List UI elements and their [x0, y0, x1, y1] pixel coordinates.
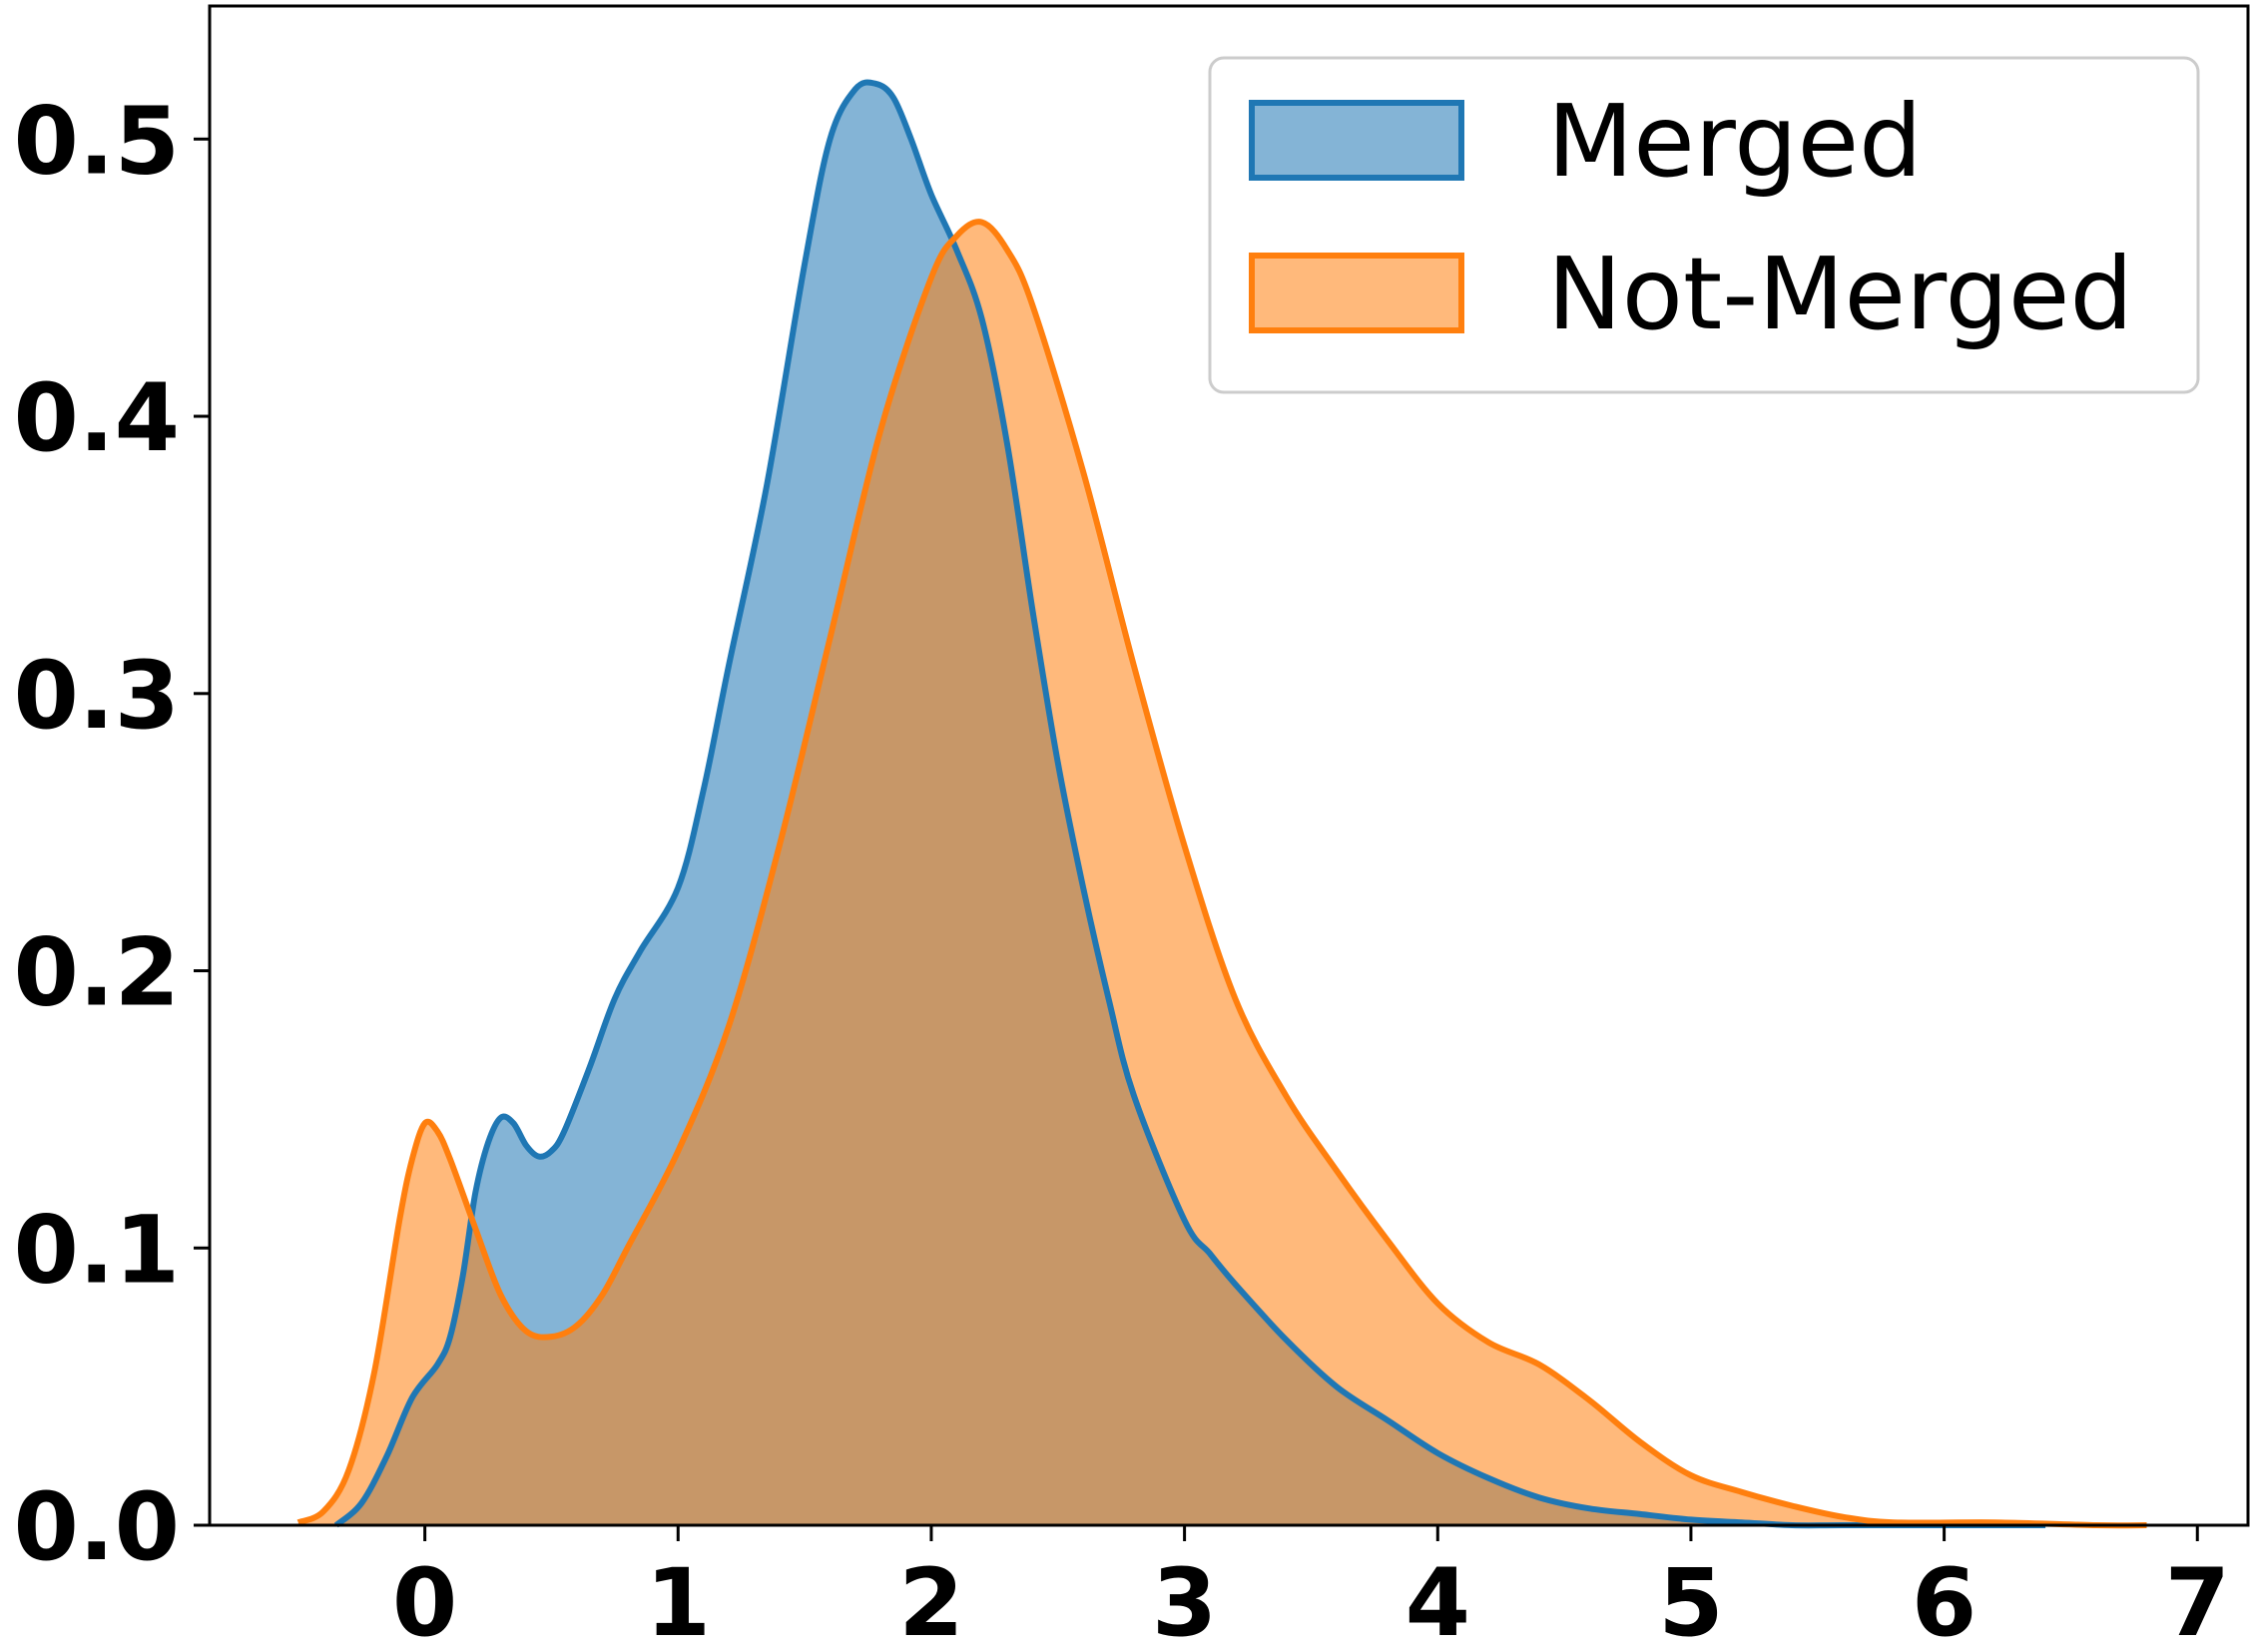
- area-fill-not-merged: [297, 222, 2147, 1526]
- x-tick-label: 5: [1658, 1549, 1723, 1647]
- x-tick-label: 6: [1912, 1549, 1976, 1647]
- plot-frame: [208, 4, 2250, 1527]
- y-tick-label: 0.1: [13, 1196, 180, 1305]
- y-tick-label: 0.3: [13, 642, 180, 751]
- y-tick-label: 0.2: [13, 919, 180, 1028]
- y-tick-label: 0.0: [13, 1473, 180, 1582]
- x-tick-label: 2: [898, 1549, 963, 1647]
- area-fills: [297, 82, 2147, 1526]
- legend: Merged Not-Merged: [1208, 56, 2200, 394]
- legend-swatch-merged: [1249, 100, 1464, 181]
- area-lines: [296, 79, 2147, 1529]
- x-tick-label: 7: [2165, 1549, 2230, 1647]
- x-tick-label: 3: [1152, 1549, 1217, 1647]
- legend-label-merged: Merged: [1547, 83, 1923, 200]
- y-axis: 0.0 0.1 0.2 0.3 0.4 0.5: [13, 87, 210, 1582]
- x-tick-label: 4: [1406, 1549, 1470, 1647]
- density-line-not-merged: [296, 219, 2147, 1529]
- x-tick-label: 1: [646, 1549, 711, 1647]
- legend-swatch-not-merged: [1249, 253, 1464, 333]
- legend-label-not-merged: Not-Merged: [1547, 236, 2133, 352]
- x-tick-label: 0: [392, 1549, 457, 1647]
- density-line-merged: [333, 79, 2046, 1529]
- y-tick-label: 0.5: [13, 87, 180, 196]
- y-tick-label: 0.4: [13, 364, 180, 473]
- x-axis: 0 1 2 3 4 5 6 7: [392, 1525, 2230, 1652]
